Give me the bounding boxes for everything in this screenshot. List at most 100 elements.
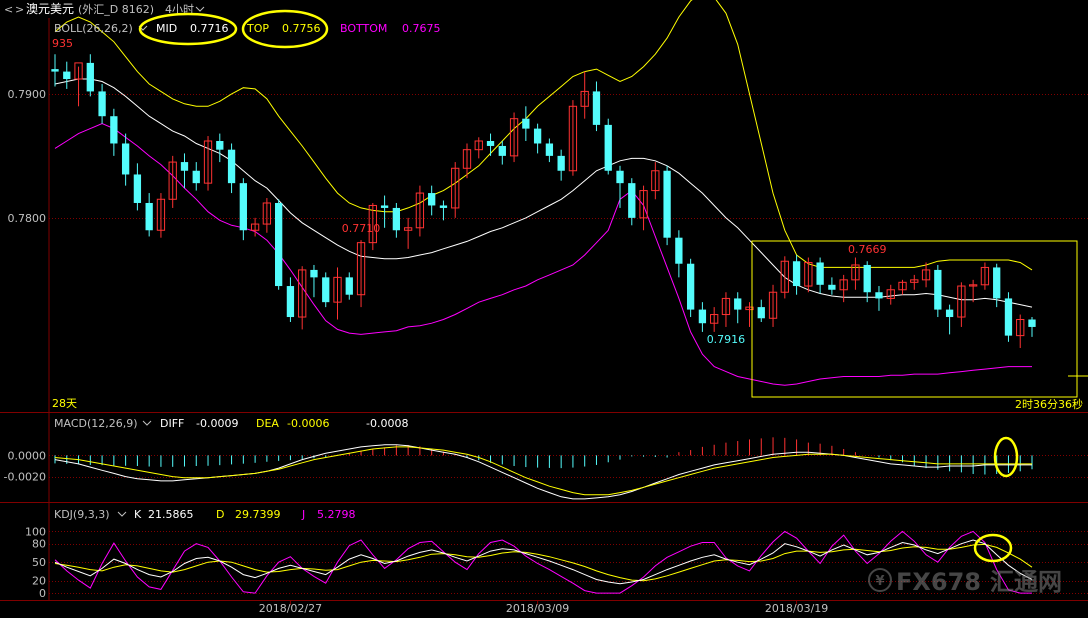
price-extreme-annotation: 0.76: [1032, 0, 1057, 3]
candle-body-down: [792, 261, 801, 287]
kdj-j-label: J: [301, 508, 305, 521]
boll-top-value: 0.7756: [282, 22, 321, 35]
boll-mid-label: MID: [156, 22, 177, 35]
kdj-y-tick-label: 80: [32, 538, 46, 551]
candle-body-down: [604, 124, 612, 171]
kdj-k-value: 21.5865: [148, 508, 194, 521]
macd-dea-label: DEA: [256, 417, 279, 430]
candle-body-down: [522, 118, 530, 129]
macd-legend: MACD(12,26,9) DIFF -0.0009 DEA -0.0006 -…: [54, 417, 408, 430]
candle-body-up: [203, 140, 213, 184]
x-axis: 2018/02/27 2018/03/09 2018/03/19: [259, 600, 828, 615]
candle-body-down: [380, 205, 389, 208]
boll-mid-line: [54, 78, 1033, 308]
countdown-timer: 2时36分36秒: [1015, 397, 1083, 411]
kdj-lines: [54, 530, 1033, 594]
main-grid: [49, 94, 1088, 219]
candle-body-down: [875, 292, 883, 299]
candle-body-down: [98, 91, 106, 117]
main-y-tick-label: 0.7800: [8, 212, 47, 225]
candle-body-up: [804, 261, 813, 287]
candle-body-up: [262, 202, 272, 225]
candle-body-up: [851, 264, 860, 281]
price-extreme-annotation: 0.7710: [342, 222, 381, 235]
boll-legend: BOLL(26,26,2) MID 0.7716 TOP 0.7756 BOTT…: [54, 22, 441, 35]
candle-body-down: [533, 128, 542, 144]
panel-frames: [0, 18, 1088, 601]
candle-body-up: [168, 161, 177, 200]
boll-mid-value: 0.7716: [190, 22, 229, 35]
candle-body-down: [545, 143, 554, 156]
candle-body-down: [557, 155, 565, 171]
candle-body-down: [192, 170, 200, 184]
macd-histogram: [54, 437, 1033, 475]
market-code: (外汇_D 8162): [78, 3, 154, 16]
candle-body-down: [133, 174, 142, 203]
period-dropdown-chevron-icon[interactable]: [195, 6, 205, 12]
period-selector[interactable]: 4小时: [165, 3, 194, 16]
candle-body-up: [451, 167, 460, 209]
boll-bottom-value: 0.7675: [402, 22, 441, 35]
candles: [51, 54, 1036, 349]
candle-body-down: [686, 263, 695, 310]
watermark-logo-icon: [868, 568, 892, 592]
candle-body-up: [780, 260, 789, 293]
macd-legend-dropdown-icon[interactable]: [142, 420, 152, 426]
nav-forward-button[interactable]: >: [15, 3, 24, 16]
x-axis-date-label: 2018/03/09: [506, 602, 569, 615]
candle-body-up: [839, 279, 848, 291]
candle-body-up: [298, 269, 307, 318]
candle-body-up: [333, 276, 342, 303]
mid-value-highlight-circle: [138, 12, 238, 46]
x-axis-date-label: 2018/03/19: [765, 602, 828, 615]
partial-price-label: 935: [52, 37, 73, 50]
candle-body-down: [345, 277, 353, 295]
fx678-watermark: ¥ FX678 汇通网: [868, 568, 1062, 596]
main-y-axis: 0.7900 0.7800: [8, 88, 47, 225]
candle-body-up: [710, 314, 719, 324]
candle-body-down: [1028, 319, 1036, 327]
macd-diff-value: -0.0009: [196, 417, 238, 430]
candle-body-down: [934, 269, 942, 310]
kdj-k-line: [54, 539, 1033, 585]
candle-body-up: [957, 285, 966, 318]
candle-body-up: [886, 289, 895, 299]
kdj-k-label: K: [134, 508, 142, 521]
kdj-cross-highlight-circle: [973, 533, 1013, 563]
candle-body-down: [180, 162, 189, 171]
boll-top-label: TOP: [246, 22, 269, 35]
x-axis-date-label: 2018/02/27: [259, 602, 322, 615]
kdj-legend-dropdown-icon[interactable]: [117, 511, 127, 517]
candle-body-up: [403, 227, 413, 231]
candle-body-up: [568, 105, 578, 172]
candle-body-up: [639, 190, 648, 219]
kdj-legend-name: KDJ(9,3,3): [54, 508, 110, 521]
title-bar: < > 澳元美元 (外汇_D 8162) 4小时: [4, 2, 205, 16]
watermark-brand: FX678: [896, 568, 981, 596]
candle-body-down: [286, 286, 295, 318]
macd-cross-highlight-circle: [993, 436, 1019, 478]
days-count-label: 28天: [52, 397, 77, 410]
candle-body-up: [356, 242, 366, 296]
candle-body-up: [721, 297, 731, 316]
candle-body-down: [216, 141, 224, 150]
candle-body-up: [968, 284, 978, 287]
kdj-y-tick-label: 100: [25, 525, 46, 538]
candle-body-down: [486, 141, 495, 146]
nav-back-button[interactable]: <: [4, 3, 13, 16]
candle-body-down: [816, 262, 824, 285]
macd-panel: 0.0000 -0.0020 MACD(12,26,9) DIFF -0.0009…: [4, 417, 1088, 500]
candle-body-up: [651, 170, 660, 192]
macd-dea-line: [54, 446, 1032, 496]
symbol-name: 澳元美元: [26, 2, 74, 16]
candle-body-down: [239, 183, 247, 231]
candle-body-up: [1016, 319, 1025, 337]
candle-body-up: [474, 140, 483, 151]
candle-body-up: [980, 266, 990, 286]
boll-panel: 0.7900 0.7800 BOLL(26,26,2) MID 0.7716 TO…: [8, 0, 1088, 411]
candle-body-up: [156, 198, 166, 231]
candle-body-down: [616, 170, 624, 184]
candle-body-down: [145, 202, 153, 231]
kdj-j-value: 5.2798: [317, 508, 356, 521]
